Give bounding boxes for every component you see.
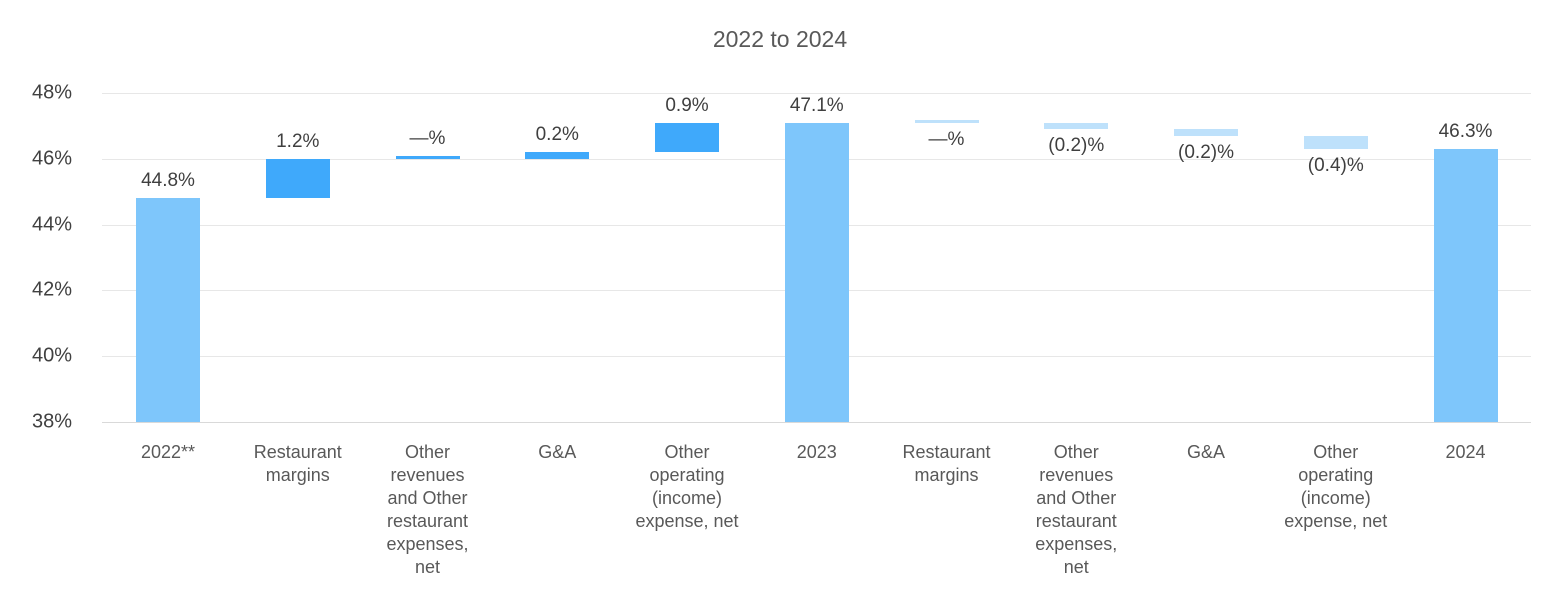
waterfall-bar <box>265 158 330 199</box>
waterfall-bar <box>525 152 590 159</box>
waterfall-bar <box>395 155 460 159</box>
waterfall-bar <box>1174 129 1238 136</box>
data-label: 1.2% <box>276 130 320 152</box>
data-label: (0.4)% <box>1307 154 1364 176</box>
data-label: (0.2)% <box>1048 135 1105 157</box>
data-label: —% <box>928 128 965 150</box>
waterfall-bar <box>1433 148 1498 422</box>
data-label: 0.2% <box>535 124 579 146</box>
x-axis-category-label: 2022** <box>140 442 196 462</box>
y-axis-tick-label: 46% <box>31 147 72 170</box>
data-label: (0.2)% <box>1178 141 1234 163</box>
x-axis-category-label: Other operating (income) expense, net <box>1284 442 1388 531</box>
waterfall-bar <box>136 198 200 422</box>
x-axis-category-label: Restaurant margins <box>902 442 991 485</box>
data-label: 0.9% <box>665 94 709 116</box>
x-axis-category-label: G&A <box>538 442 577 462</box>
waterfall-bar <box>914 119 979 123</box>
x-axis-category-label: G&A <box>1186 442 1225 462</box>
waterfall-bar <box>784 122 849 422</box>
x-axis-line <box>102 422 1531 423</box>
x-axis-category-label: 2023 <box>796 442 837 462</box>
x-axis-category-label: Other revenues and Other restaurant expe… <box>1035 442 1118 577</box>
waterfall-bar <box>1044 122 1109 130</box>
y-axis-tick-label: 44% <box>31 213 72 236</box>
data-label: 47.1% <box>789 94 844 116</box>
data-label: 44.8% <box>141 170 195 192</box>
y-axis-tick-label: 42% <box>31 278 72 301</box>
data-label: 46.3% <box>1438 120 1493 142</box>
waterfall-bar <box>1303 135 1368 149</box>
y-axis-tick-label: 40% <box>31 344 72 367</box>
waterfall-bar <box>655 122 719 153</box>
x-axis-category-label: Restaurant margins <box>253 442 342 485</box>
y-axis-tick-label: 48% <box>31 81 72 104</box>
data-label: —% <box>409 127 446 149</box>
chart-title: 2022 to 2024 <box>712 26 848 52</box>
gridline <box>102 93 1531 94</box>
y-axis-tick-label: 38% <box>31 410 72 433</box>
x-axis-category-label: Other operating (income) expense, net <box>635 442 739 531</box>
x-axis-category-label: 2024 <box>1445 442 1486 462</box>
x-axis-category-label: Other revenues and Other restaurant expe… <box>386 442 469 577</box>
